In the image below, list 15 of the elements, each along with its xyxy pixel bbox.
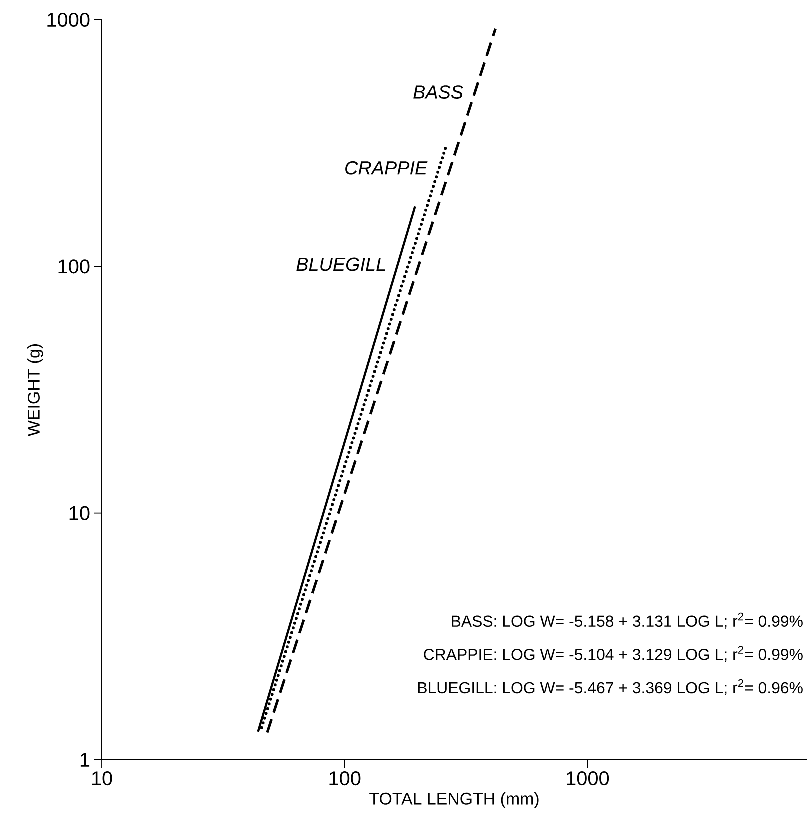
y-tick-label: 1 [80, 753, 90, 767]
x-tick-label: 10 [92, 772, 112, 786]
x-tick-label: 1000 [567, 772, 610, 786]
series-label: CRAPPIE [346, 161, 428, 175]
y-axis-title: WEIGHT (g) [28, 344, 44, 436]
x-axis-title: TOTAL LENGTH (mm) [370, 792, 539, 808]
annotation: BLUEGILL: LOG W= -5.467 + 3.369 LOG L; r$^{2}$= 0.96% [418, 679, 803, 696]
annotation: BASS: LOG W= -5.158 + 3.131 LOG L; r$^{2}$= 0.99% [452, 612, 803, 629]
annotation: CRAPPIE: LOG W= -5.104 + 3.129 LOG L; r$^{2}$= 0.99% [424, 646, 803, 662]
y-tick-label: 10 [70, 506, 90, 520]
y-tick-label: 100 [58, 260, 90, 274]
series-label: BLUEGILL [296, 258, 386, 272]
x-tick-label: 100 [330, 772, 361, 786]
y-tick-label: 1000 [48, 12, 90, 28]
series-label: BASS [414, 86, 464, 99]
